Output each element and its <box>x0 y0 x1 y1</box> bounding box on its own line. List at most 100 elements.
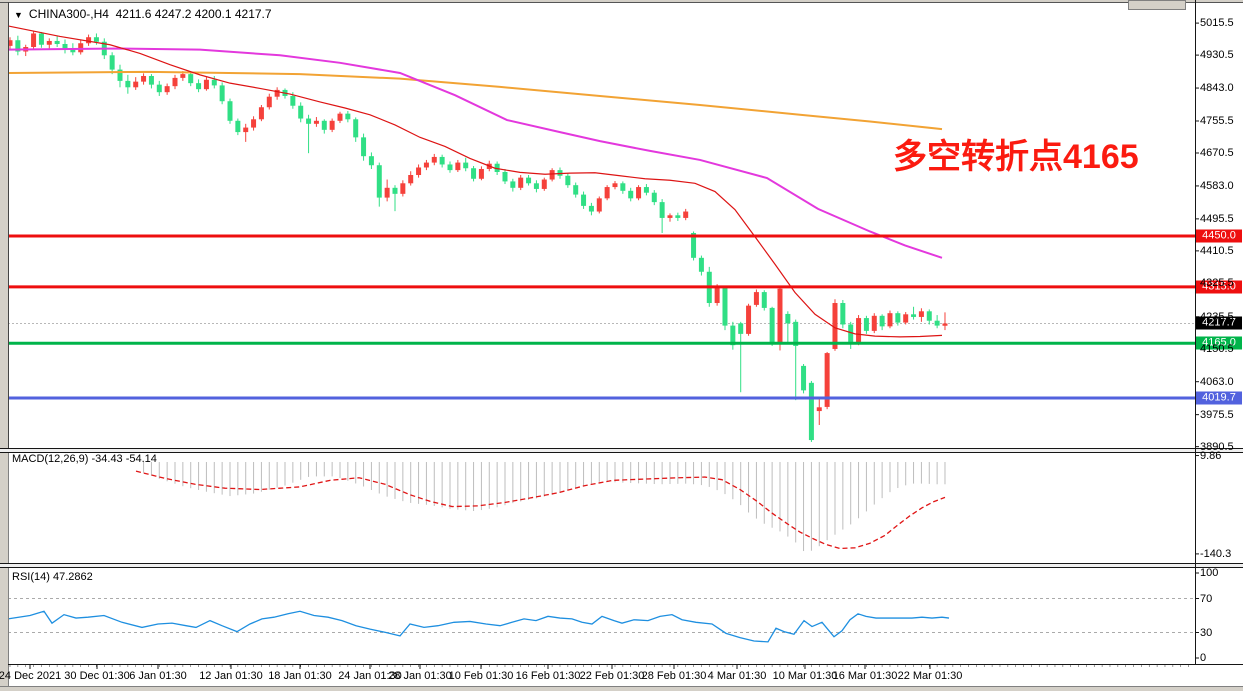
price-axis-label: 4583.0 <box>1200 179 1234 192</box>
candle-up <box>753 292 759 305</box>
candle-down <box>93 37 99 42</box>
macd-panel-splitter[interactable] <box>0 448 1243 453</box>
candle-up <box>518 177 524 188</box>
rsi-label: RSI(14) <box>12 571 50 583</box>
rsi-panel-splitter[interactable] <box>0 563 1243 568</box>
candle-up <box>604 187 610 199</box>
candle-down <box>361 137 367 157</box>
candle-up <box>164 86 170 93</box>
candle-down <box>793 321 799 346</box>
price-axis-label: 4325.5 <box>1200 276 1234 289</box>
candle-down <box>722 286 728 326</box>
price-axis-label: 3975.5 <box>1200 408 1234 421</box>
candle-down <box>691 232 697 258</box>
candle-up <box>455 162 461 171</box>
candle-down <box>808 382 814 441</box>
candle-down <box>659 202 665 218</box>
candle-down <box>306 118 312 124</box>
window-controls[interactable] <box>1128 0 1186 10</box>
candle-down <box>698 257 704 272</box>
macd-values: -34.43 -54.14 <box>91 453 157 465</box>
price-axis-label: 4235.5 <box>1200 310 1234 323</box>
candle-down <box>526 177 532 184</box>
candle-down <box>156 84 162 93</box>
candle-up <box>203 79 209 90</box>
price-axis-border <box>1195 0 1196 665</box>
macd-signal-line <box>135 470 946 550</box>
candle-down <box>70 49 76 53</box>
candle-down <box>502 171 508 182</box>
candle-down <box>895 313 901 323</box>
candle-down <box>38 33 44 45</box>
candle-down <box>573 185 579 195</box>
candle-up <box>337 113 343 121</box>
price-axis-label: 5015.5 <box>1200 17 1234 30</box>
candle-down <box>738 323 744 334</box>
candle-down <box>447 164 453 171</box>
candle-up <box>903 314 909 323</box>
candle-down <box>675 215 681 218</box>
time-axis-label: 24 Jan 01:30 <box>338 670 402 682</box>
candle-up <box>251 119 257 128</box>
candle-up <box>683 211 689 218</box>
candle-down <box>840 303 846 325</box>
candle-up <box>856 318 862 344</box>
symbol-dropdown-icon[interactable]: ▼ <box>14 10 23 20</box>
candle-up <box>384 187 390 198</box>
candle-down <box>565 175 571 186</box>
time-axis-label: 4 Mar 01:30 <box>707 670 767 682</box>
candle-down <box>439 156 445 165</box>
rsi-value: 47.2862 <box>52 571 93 583</box>
rsi-line <box>7 610 950 643</box>
price-axis-label: 4063.0 <box>1200 375 1234 388</box>
candle-up <box>423 162 429 168</box>
candle-up <box>832 303 838 349</box>
candle-up <box>243 127 249 133</box>
candle-up <box>46 40 52 45</box>
candle-down <box>494 163 500 172</box>
candle-up <box>596 198 602 212</box>
time-axis-border <box>8 664 1243 665</box>
time-axis-label: 10 Feb 01:30 <box>448 670 514 682</box>
candle-up <box>408 175 414 184</box>
candle-up <box>266 96 272 108</box>
candle-down <box>298 105 304 119</box>
candle-down <box>117 69 123 81</box>
time-axis-label: 6 Jan 01:30 <box>129 670 187 682</box>
candle-up <box>78 43 84 53</box>
current-price-badge: 4217.7 <box>1196 316 1242 330</box>
candle-up <box>329 120 335 130</box>
candle-down <box>376 165 382 198</box>
time-axis-label: 22 Mar 01:30 <box>897 670 963 682</box>
candle-up <box>612 183 618 188</box>
rsi-axis-label: 100 <box>1200 567 1219 579</box>
candle-down <box>353 119 359 138</box>
candle-up <box>667 215 673 218</box>
time-axis-label: 12 Jan 01:30 <box>199 670 263 682</box>
chart-legend: ▼ CHINA300-,H4 4211.6 4247.2 4200.1 4217.… <box>14 7 272 21</box>
candle-up <box>478 168 484 179</box>
rsi-axis-label: 70 <box>1200 592 1213 605</box>
ma-fast-line <box>7 25 943 338</box>
price-axis-label: 4930.5 <box>1200 49 1234 62</box>
time-axis-label: 16 Feb 01:30 <box>515 670 581 682</box>
candle-down <box>471 168 477 179</box>
rsi-axis-label: 0 <box>1200 652 1207 664</box>
symbol-period-label: CHINA300-,H4 <box>28 7 109 21</box>
candle-up <box>180 74 186 78</box>
candle-down <box>125 80 131 88</box>
candle-down <box>785 313 791 324</box>
candle-down <box>863 318 869 331</box>
time-axis-label: 24 Dec 2021 <box>0 670 62 682</box>
candle-up <box>942 323 948 326</box>
candle-down <box>581 194 587 206</box>
candle-up <box>274 89 280 97</box>
candle-up <box>141 75 147 82</box>
rsi-indicator-header: RSI(14) 47.2862 <box>12 571 93 583</box>
candle-down <box>227 101 233 121</box>
macd-axis-label: -140.3 <box>1200 547 1232 560</box>
chart-left-border <box>8 2 9 448</box>
candle-up <box>400 183 406 194</box>
